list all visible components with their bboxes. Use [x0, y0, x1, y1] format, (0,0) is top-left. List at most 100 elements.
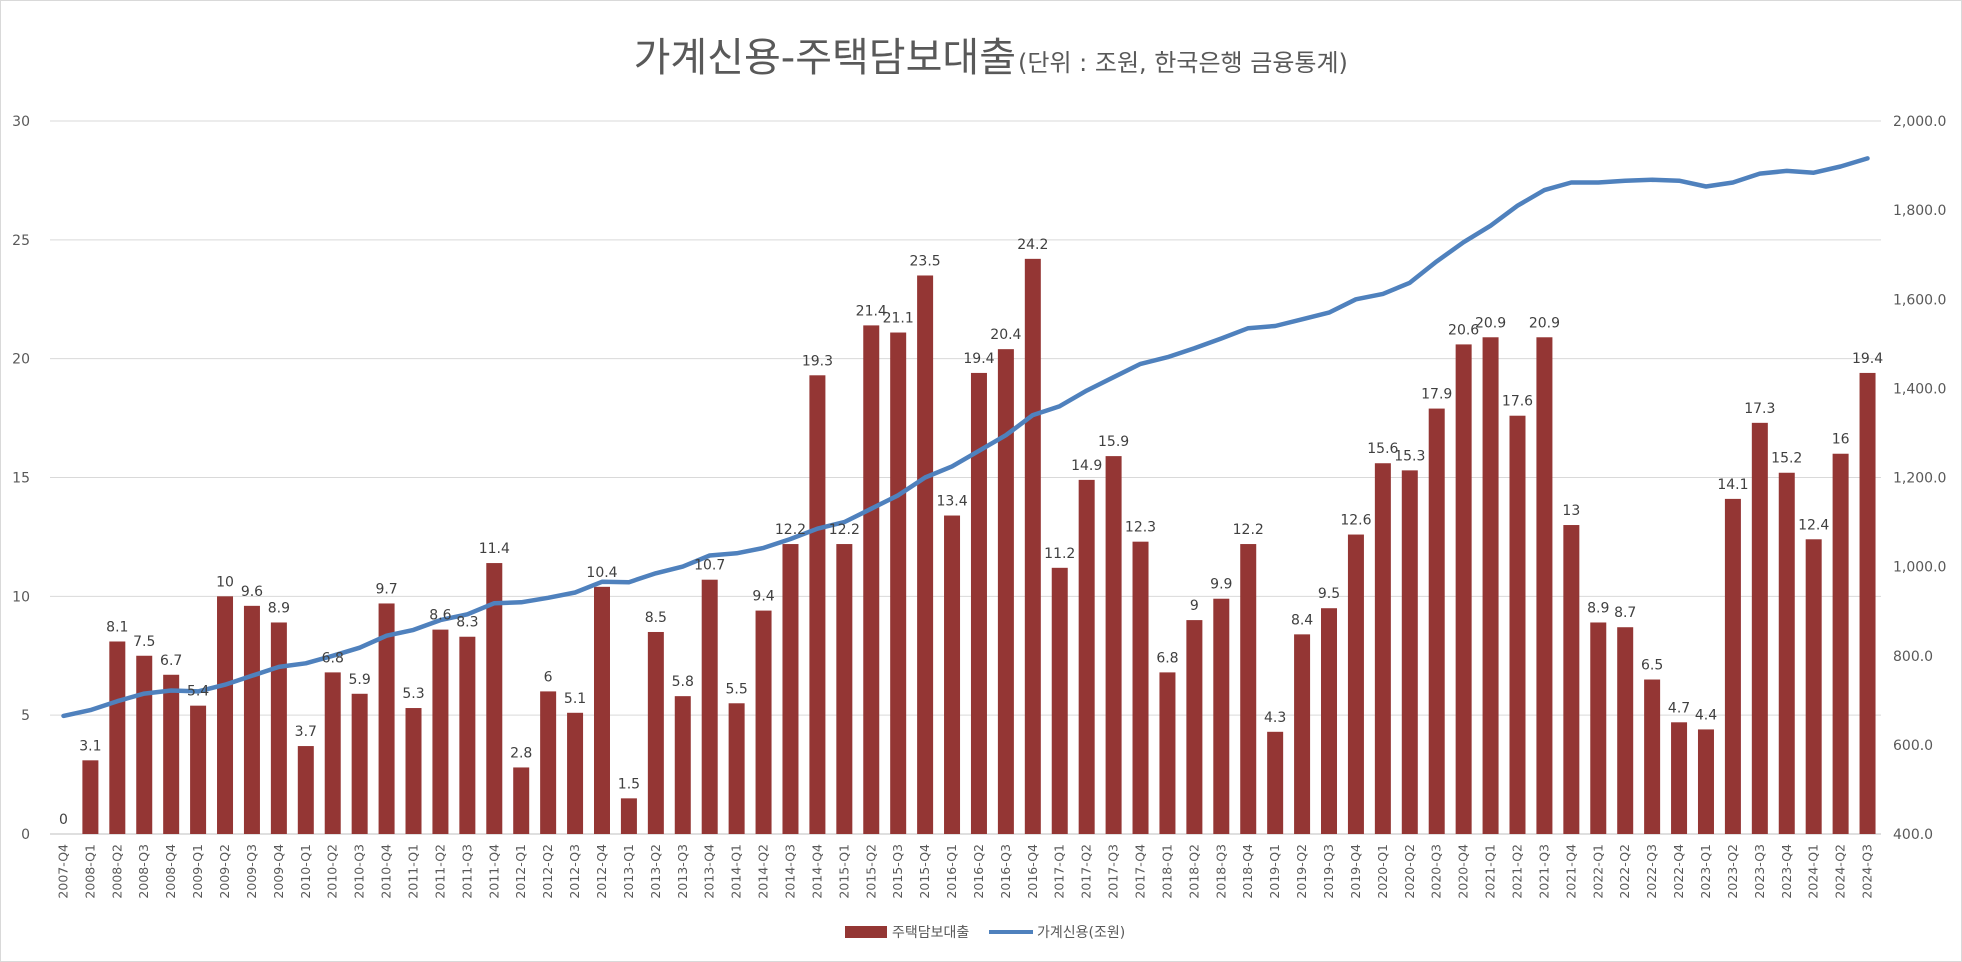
x-tick-label: 2014-Q1	[729, 844, 744, 899]
y-right-tick-label: 1,000.0	[1893, 560, 1946, 576]
bar	[728, 703, 745, 834]
line-series	[61, 156, 1870, 719]
bar	[1590, 622, 1607, 834]
bar	[1024, 258, 1041, 834]
bar-value-label: 6.8	[322, 650, 344, 666]
bar-value-label: 14.1	[1717, 477, 1748, 493]
x-tick-label: 2013-Q4	[702, 844, 717, 899]
y-right-tick-label: 400.0	[1893, 827, 1933, 843]
x-tick-label: 2010-Q1	[298, 844, 313, 899]
legend-swatch-bar	[845, 926, 887, 938]
x-tick-label: 2024-Q3	[1860, 844, 1875, 899]
bar	[243, 605, 260, 834]
bar-value-label: 12.6	[1340, 513, 1371, 529]
bar	[1240, 544, 1257, 834]
bar-series	[82, 258, 1876, 834]
bar	[1482, 337, 1499, 834]
x-tick-label: 2018-Q2	[1186, 844, 1201, 899]
bar-value-label: 8.9	[1587, 600, 1609, 616]
bar-value-label: 5.3	[402, 686, 424, 702]
bar	[1751, 422, 1768, 834]
x-tick-label: 2010-Q3	[352, 844, 367, 899]
bar	[1374, 463, 1391, 834]
bar	[1671, 722, 1688, 834]
bar-value-label: 7.5	[133, 634, 155, 650]
y-right-tick-label: 1,600.0	[1893, 292, 1946, 308]
bar	[567, 712, 584, 834]
bar	[1213, 598, 1230, 834]
y-right-tick-label: 1,800.0	[1893, 203, 1946, 219]
bar	[217, 596, 234, 834]
bar	[351, 693, 368, 834]
bar-value-label: 9.4	[752, 589, 774, 605]
bar-value-label: 19.3	[802, 353, 833, 369]
bar	[1805, 539, 1822, 834]
bar	[593, 586, 610, 834]
bar	[459, 636, 476, 834]
legend-label-line: 가계신용(조원)	[1037, 925, 1125, 941]
y-right-tick-label: 800.0	[1893, 649, 1933, 665]
bar	[620, 798, 637, 834]
x-tick-label: 2015-Q4	[917, 844, 932, 899]
x-tick-label: 2011-Q1	[406, 844, 421, 899]
bar-value-label: 8.4	[1291, 612, 1313, 628]
bar	[701, 579, 718, 834]
x-tick-label: 2020-Q4	[1456, 844, 1471, 899]
x-tick-label: 2019-Q1	[1267, 844, 1282, 899]
x-tick-label: 2009-Q4	[271, 844, 286, 899]
bar-value-label: 20.9	[1529, 315, 1560, 331]
bar	[190, 705, 207, 834]
bar-value-label: 9	[1190, 598, 1199, 614]
x-tick-label: 2023-Q1	[1698, 844, 1713, 899]
bar-value-label: 12.2	[775, 522, 806, 538]
x-tick-label: 2017-Q4	[1133, 844, 1148, 899]
bar-value-label: 12.4	[1798, 517, 1829, 533]
bar	[270, 622, 287, 834]
x-tick-label: 2023-Q2	[1725, 844, 1740, 899]
x-tick-label: 2021-Q4	[1563, 844, 1578, 899]
bar	[1267, 731, 1284, 834]
bar	[405, 708, 422, 834]
x-tick-label: 2018-Q1	[1159, 844, 1174, 899]
x-tick-label: 2019-Q3	[1321, 844, 1336, 899]
bar	[782, 544, 799, 834]
x-tick-label: 2020-Q3	[1429, 844, 1444, 899]
x-tick-label: 2016-Q4	[1025, 844, 1040, 899]
x-tick-label: 2007-Q4	[55, 844, 70, 899]
line-household-credit	[61, 156, 1870, 719]
bar-value-label: 15.9	[1098, 434, 1129, 450]
bar	[1859, 372, 1876, 834]
bar-value-label: 3.1	[79, 738, 101, 754]
x-tick-label: 2021-Q1	[1483, 844, 1498, 899]
x-tick-label: 2013-Q3	[675, 844, 690, 899]
x-axis: 2007-Q4 2008-Q1 2008-Q2 2008-Q3 2008-Q4 2009-…	[55, 844, 1874, 899]
bar-value-label: 11.2	[1044, 546, 1075, 562]
bar	[1832, 453, 1849, 834]
chart-title-main: 가계신용-주택담보대출	[634, 35, 1016, 81]
bar-value-label: 1.5	[618, 776, 640, 792]
bar	[1321, 608, 1338, 834]
bar	[1347, 534, 1364, 834]
x-tick-label: 2023-Q3	[1752, 844, 1767, 899]
x-tick-label: 2012-Q1	[513, 844, 528, 899]
bar	[1455, 344, 1472, 834]
x-tick-label: 2017-Q1	[1052, 844, 1067, 899]
bar-value-label: 24.2	[1017, 237, 1048, 253]
bar-value-label: 8.3	[456, 615, 478, 631]
bar-value-label: 8.5	[645, 610, 667, 626]
x-tick-label: 2015-Q2	[863, 844, 878, 899]
bar-value-label: 20.4	[990, 327, 1021, 343]
bar	[647, 631, 664, 834]
x-tick-label: 2009-Q3	[244, 844, 259, 899]
bar-value-label: 8.6	[429, 608, 451, 624]
bar-value-label: 8.1	[106, 619, 128, 635]
bar	[1428, 408, 1445, 834]
gridlines	[50, 120, 1881, 835]
y-axis-left: 0 5 10 15 20 25 30	[12, 114, 30, 843]
bar-value-label: 4.4	[1695, 707, 1717, 723]
y-left-tick-label: 30	[12, 114, 30, 130]
bar-value-label: 17.6	[1502, 394, 1533, 410]
bar	[378, 603, 395, 834]
bar-value-label: 11.4	[479, 541, 510, 557]
